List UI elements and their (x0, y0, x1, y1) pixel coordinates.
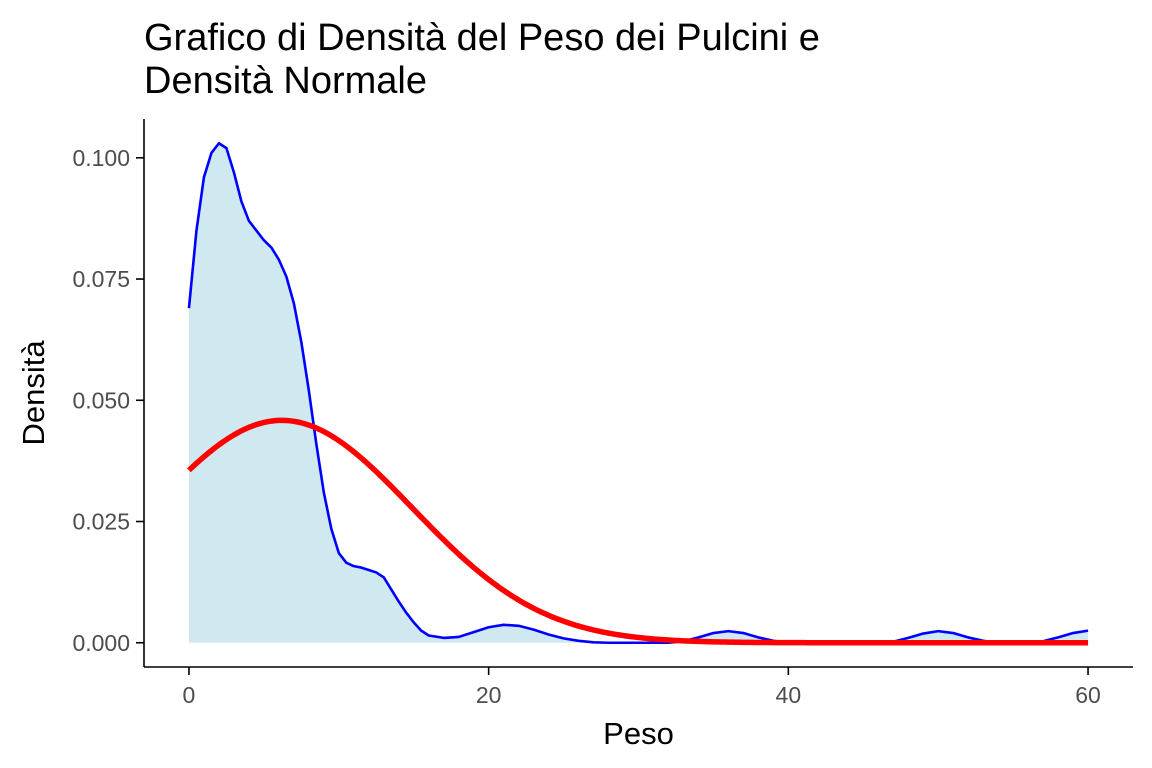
x-tick-label: 40 (776, 682, 802, 708)
y-axis-ticks: 0.000 0.025 0.050 0.075 0.100 (72, 145, 144, 656)
y-axis-title: Densità (16, 340, 51, 446)
chart-title-line-1: Grafico di Densità del Peso dei Pulcini … (144, 17, 820, 59)
y-tick-label: 0.075 (72, 266, 130, 292)
x-tick-label: 0 (183, 682, 196, 708)
chart-title-line-2: Densità Normale (144, 60, 427, 102)
y-tick-label: 0.050 (72, 387, 130, 413)
kernel-density-area (188, 143, 1089, 643)
y-tick-label: 0.100 (72, 145, 130, 171)
x-tick-label: 20 (476, 682, 502, 708)
plot-area (187, 141, 1089, 646)
x-axis-title: Peso (603, 716, 674, 751)
x-tick-label: 60 (1075, 682, 1101, 708)
y-tick-label: 0.025 (72, 509, 130, 535)
x-axis-ticks: 0 20 40 60 (183, 667, 1101, 708)
kernel-density-line (187, 141, 1089, 645)
y-tick-label: 0.000 (72, 630, 130, 656)
normal-density-line (187, 417, 1089, 646)
